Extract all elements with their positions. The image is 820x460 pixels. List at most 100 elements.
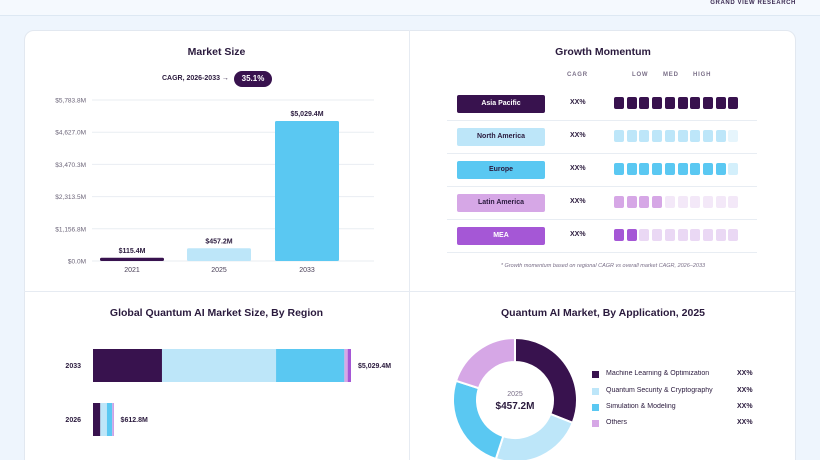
momentum-square [702, 163, 713, 175]
momentum-square [664, 163, 675, 175]
region-stacked-chart: 2033 $5,029.4M 2026 $612.8M [65, 349, 391, 436]
total-value-label: $612.8M [121, 417, 148, 424]
bar [275, 120, 339, 261]
momentum-square [677, 229, 688, 241]
momentum-square [702, 97, 713, 109]
legend-value: XX% [737, 403, 753, 410]
momentum-square [690, 229, 701, 241]
momentum-square [728, 97, 739, 109]
momentum-square [677, 130, 688, 142]
region-cagr: XX% [570, 165, 586, 172]
bar-value-label: $115.4M [119, 248, 146, 255]
region-cagr: XX% [570, 198, 586, 205]
legend-value: XX% [737, 387, 753, 394]
stacked-segment [276, 349, 345, 382]
stacked-segment [93, 403, 101, 436]
stacked-segment [93, 349, 162, 382]
momentum-square [639, 97, 650, 109]
momentum-square [626, 229, 637, 241]
momentum-square [664, 196, 675, 208]
col-low-header: LOW [632, 72, 649, 78]
stacked-segment [106, 403, 113, 436]
stacked-segment [112, 403, 114, 436]
stacked-segment [100, 403, 107, 436]
momentum-square [614, 97, 624, 109]
momentum-square [728, 229, 739, 241]
stacked-segment [344, 349, 348, 382]
y-tick-label: $0.0M [68, 259, 86, 266]
y-tick-label: $5,783.8M [55, 98, 86, 105]
bar [100, 257, 164, 261]
legend-swatch [592, 388, 599, 395]
region-cagr: XX% [570, 99, 586, 106]
momentum-square [728, 163, 739, 175]
momentum-square [690, 97, 701, 109]
region-label: North America [457, 128, 545, 146]
momentum-square [715, 130, 726, 142]
legend-label: Others [606, 419, 628, 426]
x-tick-label: 2033 [299, 267, 315, 274]
momentum-square [677, 163, 688, 175]
momentum-square [715, 229, 726, 241]
region-label: Asia Pacific [457, 95, 545, 113]
momentum-square [715, 196, 726, 208]
legend-label: Quantum Security & Cryptography [606, 387, 713, 394]
momentum-square [702, 229, 713, 241]
col-med-header: MED [663, 72, 679, 78]
momentum-square [702, 196, 713, 208]
growth-row: MEA XX% [447, 220, 757, 253]
momentum-square [639, 130, 650, 142]
momentum-square [664, 130, 675, 142]
momentum-square [677, 196, 688, 208]
donut-center-year: 2025 [507, 391, 523, 398]
stacked-segment [347, 349, 351, 382]
momentum-square [715, 97, 726, 109]
region-chart-title: Global Quantum AI Market Size, By Region [109, 307, 324, 319]
momentum-square [728, 130, 739, 142]
region-cagr: XX% [570, 132, 586, 139]
momentum-square [728, 196, 739, 208]
momentum-square [626, 196, 637, 208]
momentum-square [626, 163, 637, 175]
legend-label: Simulation & Modeling [606, 403, 676, 410]
bar-value-label: $5,029.4M [290, 111, 323, 118]
momentum-square [652, 196, 663, 208]
momentum-square [715, 163, 726, 175]
momentum-square [664, 229, 675, 241]
application-donut-chart: 2025 $457.2M [452, 336, 578, 460]
momentum-square [639, 196, 650, 208]
y-tick-label: $2,313.5M [55, 194, 86, 201]
momentum-square [614, 163, 624, 175]
momentum-square [677, 97, 688, 109]
momentum-square [690, 163, 701, 175]
legend-swatch [592, 371, 599, 378]
legend-swatch [592, 420, 599, 427]
growth-row: North America XX% [447, 121, 757, 154]
divider-horizontal [24, 291, 796, 292]
growth-row: Europe XX% [447, 154, 757, 187]
stacked-segment [112, 403, 113, 436]
x-tick-label: 2025 [211, 267, 227, 274]
momentum-square [639, 229, 650, 241]
region-label: Europe [457, 161, 545, 179]
momentum-square [652, 130, 663, 142]
momentum-square [702, 130, 713, 142]
momentum-square [652, 97, 663, 109]
legend-value: XX% [737, 370, 753, 377]
momentum-square [639, 163, 650, 175]
momentum-square [614, 196, 624, 208]
momentum-square [614, 130, 624, 142]
donut-center-value: $457.2M [496, 401, 535, 412]
y-category-label: 2033 [65, 363, 81, 370]
y-tick-label: $4,627.0M [55, 130, 86, 137]
region-label: MEA [457, 227, 545, 245]
donut-slice [452, 379, 505, 460]
momentum-square [690, 196, 701, 208]
momentum-square [626, 97, 637, 109]
top-bar: GRAND VIEW RESEARCH [0, 0, 820, 16]
donut-slice [494, 412, 574, 460]
momentum-square [664, 97, 675, 109]
donut-slice [454, 336, 516, 390]
legend-label: Machine Learning & Optimization [606, 370, 710, 377]
y-category-label: 2026 [65, 417, 81, 424]
